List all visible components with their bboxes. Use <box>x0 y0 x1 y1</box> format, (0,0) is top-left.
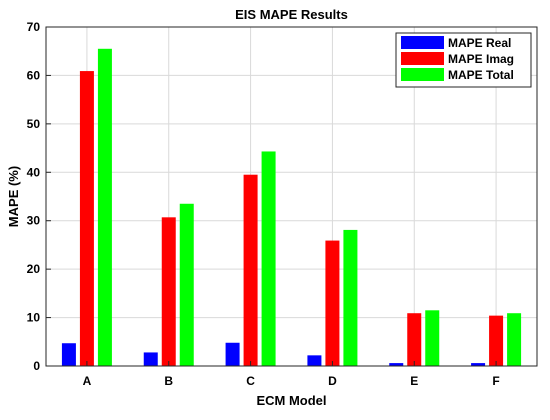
bar <box>61 343 76 366</box>
x-axis-label: ECM Model <box>256 393 326 408</box>
bar <box>143 352 158 366</box>
y-tick-label: 60 <box>27 68 41 82</box>
bar <box>471 363 486 366</box>
legend-swatch <box>401 36 444 49</box>
legend-swatch <box>401 68 444 81</box>
bar <box>489 315 504 366</box>
bar <box>307 355 322 366</box>
legend-label: MAPE Imag <box>448 52 514 66</box>
legend-entries: MAPE Real MAPE Imag MAPE Total <box>401 36 514 82</box>
x-tick-label: F <box>492 374 499 388</box>
y-tick-label: 0 <box>33 359 40 373</box>
bar <box>425 310 440 366</box>
bars-group <box>61 48 522 367</box>
x-tick-label: A <box>83 374 92 388</box>
bar <box>389 363 404 366</box>
x-tick-label: E <box>410 374 418 388</box>
x-tick-label: B <box>164 374 173 388</box>
chart-title: EIS MAPE Results <box>235 7 348 22</box>
bar <box>243 174 258 366</box>
bar <box>407 313 422 366</box>
bar <box>79 71 94 366</box>
y-tick-label: 50 <box>27 117 41 131</box>
legend-swatch <box>401 52 444 65</box>
y-tick-label: 20 <box>27 262 41 276</box>
y-tick-label: 40 <box>27 165 41 179</box>
y-tick-label: 30 <box>27 214 41 228</box>
x-tick-label: D <box>328 374 337 388</box>
bar <box>179 203 194 366</box>
bar <box>261 151 276 366</box>
bar <box>97 48 112 367</box>
bar <box>343 229 358 366</box>
bar <box>325 240 340 366</box>
y-axis-label: MAPE (%) <box>6 166 21 227</box>
axes-box <box>45 26 538 367</box>
y-tick-label: 70 <box>27 20 41 34</box>
bar <box>225 342 240 366</box>
legend: MAPE Real MAPE Imag MAPE Total <box>395 32 532 88</box>
legend-label: MAPE Total <box>448 68 514 82</box>
y-axis-ticks: 0 10 20 30 40 50 60 70 <box>27 20 51 373</box>
bar <box>161 217 176 366</box>
x-axis-ticks: A B C D E F <box>83 361 500 388</box>
x-tick-label: C <box>246 374 255 388</box>
legend-label: MAPE Real <box>448 36 511 50</box>
bar <box>507 313 522 366</box>
y-tick-label: 10 <box>27 311 41 325</box>
